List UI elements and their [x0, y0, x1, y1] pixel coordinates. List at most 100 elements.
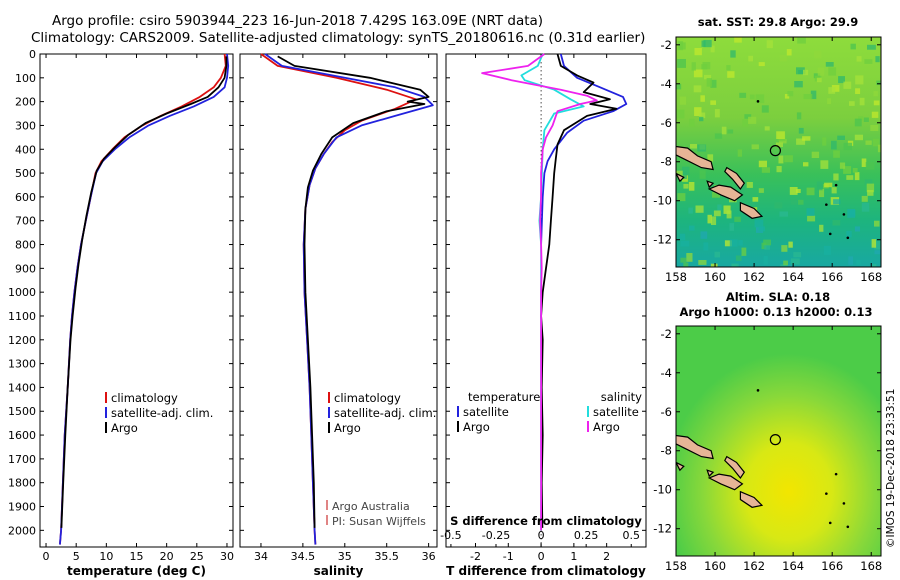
sst-cell [798, 127, 804, 134]
x-axis-label: T difference from climatology [446, 564, 646, 578]
sst-cell [774, 202, 783, 209]
sst-map: sat. SST: 29.8 Argo: 29.9 158 160 162 164 16… [653, 15, 882, 284]
sst-cell [726, 65, 731, 71]
map-x-tick-label: 166 [821, 559, 843, 573]
island [707, 184, 744, 202]
sst-cell [871, 111, 879, 118]
sst-cell [811, 151, 820, 158]
depth-tick-label: 1700 [8, 453, 36, 466]
sst-cell [776, 131, 785, 139]
sst-cell [707, 214, 712, 224]
sst-cell [700, 95, 705, 102]
island [676, 461, 685, 472]
sst-cell [798, 199, 804, 205]
sst-cell [831, 85, 840, 92]
sst-cell [703, 39, 712, 48]
x-tick-label: 0 [538, 550, 545, 563]
sst-cell [739, 92, 747, 98]
sst-float-marker [769, 145, 781, 157]
sst-cell [833, 173, 839, 181]
x-tick-label: 34.5 [291, 550, 316, 563]
map-x-tick-label: 168 [860, 270, 882, 284]
map-y-tick-label: -8 [661, 444, 672, 458]
map-x-tick-label: 164 [782, 270, 804, 284]
sst-cell [758, 226, 765, 232]
sst-cell [781, 245, 788, 252]
sst-cell [787, 91, 794, 97]
sst-cell [789, 187, 798, 195]
sst-cell [710, 45, 715, 53]
x-tick-label: 2 [603, 550, 610, 563]
sst-cell [693, 85, 702, 93]
map-y-tick-label: -4 [661, 366, 672, 380]
sst-cell [738, 240, 743, 246]
sst-cell [864, 179, 873, 185]
x-tick-label: 30 [220, 550, 234, 563]
sst-cell [872, 138, 880, 147]
sst-cell [713, 210, 721, 217]
sst-cell [755, 94, 765, 104]
sla-float-marker [769, 434, 781, 446]
sst-cell [697, 144, 707, 152]
sst-islands [676, 100, 850, 240]
sst-cell [686, 253, 693, 262]
sst-cell [832, 220, 841, 226]
sst-cell [806, 208, 815, 216]
sst-cell [714, 251, 720, 258]
timestamp: ©IMOS 19-Dec-2018 23:33:51 [885, 389, 897, 548]
island [724, 166, 746, 191]
sst-cell [763, 256, 768, 265]
sst-cell [712, 192, 720, 198]
sst-cell [861, 202, 870, 212]
legend-right-entry: satellite [593, 405, 639, 419]
series-line-argo [60, 56, 228, 528]
map-y-tick-label: -2 [661, 327, 672, 341]
salinity-panel: 34 34.5 35 35.5 36 salinity climatologysatelli… [239, 53, 438, 578]
sst-cell [779, 211, 788, 217]
island [676, 434, 714, 460]
sst-cell [699, 116, 704, 122]
legend-right-entry: Argo [593, 420, 620, 434]
sst-cell [828, 87, 836, 94]
sst-cell [761, 105, 769, 113]
island [676, 172, 685, 183]
x-tick-label: 20 [160, 550, 174, 563]
sst-cell [787, 264, 793, 267]
x-axis-label: salinity [314, 564, 364, 578]
sst-cell [714, 133, 723, 139]
depth-tick-label: 1100 [8, 310, 36, 323]
island [706, 469, 715, 478]
sst-cell [683, 184, 689, 189]
sst-cell [788, 241, 793, 248]
sst-cell [847, 208, 856, 218]
sst-cell [780, 264, 788, 267]
sst-cell [764, 244, 770, 250]
map-x-tick-label: 158 [665, 270, 687, 284]
islet [825, 492, 828, 495]
sst-cell [790, 258, 800, 265]
map-y-tick-label: -4 [661, 77, 672, 91]
sst-cell [823, 245, 831, 255]
legend-entry: climatology [111, 391, 178, 405]
sst-cell [854, 118, 862, 127]
sst-cell [796, 112, 802, 120]
depth-tick-label: 100 [15, 72, 36, 85]
map-x-tick-label: 160 [704, 270, 726, 284]
sst-cell [786, 49, 792, 56]
series-line-argo [277, 55, 430, 528]
x2-tick-label: 0.5 [622, 529, 640, 542]
sst-cell [676, 83, 682, 90]
sst-cell [872, 264, 877, 267]
sst-cell [866, 183, 875, 193]
depth-tick-label: 300 [15, 119, 36, 132]
sst-map-title: sat. SST: 29.8 Argo: 29.9 [698, 15, 858, 29]
sst-cell [863, 117, 869, 122]
sst-cell [803, 69, 809, 76]
map-y-tick-label: -10 [653, 194, 672, 208]
depth-tick-label: 400 [15, 143, 36, 156]
islet [846, 236, 850, 240]
sst-cell [871, 239, 877, 248]
sst-cell [796, 189, 801, 193]
depth-tick-label: 1600 [8, 429, 36, 442]
legend-entry: Argo [334, 421, 361, 435]
